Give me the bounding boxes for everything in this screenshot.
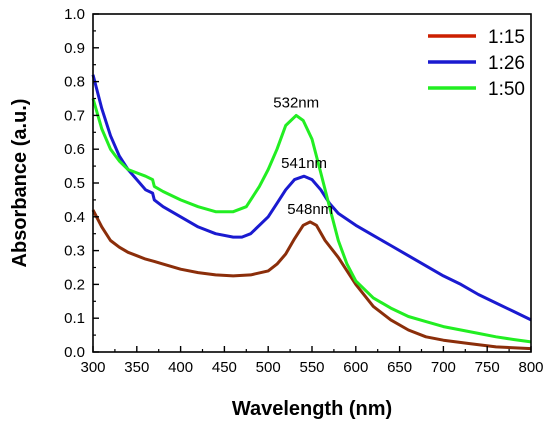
x-tick-label: 700 <box>431 359 456 376</box>
x-axis-title: Wavelength (nm) <box>232 398 392 420</box>
series-line-1-15 <box>91 209 532 351</box>
legend-label: 1:50 <box>488 79 525 100</box>
legend-label: 1:26 <box>488 53 525 74</box>
x-tick-label: 750 <box>475 359 500 376</box>
y-tick-label: 0.7 <box>64 107 85 124</box>
y-tick-label: 0.6 <box>64 141 85 158</box>
y-tick-label: 1.0 <box>64 6 85 23</box>
annotation-layer: 532nm 541nm 548nm <box>273 94 333 217</box>
series-line-1-50 <box>91 98 532 344</box>
x-tick-label: 600 <box>343 359 368 376</box>
plot-frame <box>92 13 532 353</box>
x-tick-label: 400 <box>168 359 193 376</box>
legend: 1:15 1:26 1:50 <box>428 27 525 100</box>
y-tick-label: 0.8 <box>64 74 85 91</box>
y-tick-label: 0.4 <box>64 209 85 226</box>
y-tick-label: 0.9 <box>64 40 85 57</box>
series-layer <box>91 74 532 351</box>
y-tick-label: 0.1 <box>64 310 85 327</box>
x-tick-label: 300 <box>80 359 105 376</box>
x-tick-label: 550 <box>299 359 324 376</box>
x-tick-label: 350 <box>124 359 149 376</box>
series-line-1-26 <box>91 74 532 322</box>
y-tick-label: 0.3 <box>64 243 85 260</box>
y-axis-title: Absorbance (a.u.) <box>9 99 31 268</box>
legend-label: 1:15 <box>488 27 525 48</box>
x-tick-label: 450 <box>212 359 237 376</box>
y-tick-label: 0.0 <box>64 344 85 361</box>
x-tick-label: 800 <box>518 359 543 376</box>
axes-layer: 300 350 400 450 500 550 600 650 700 750 800 0.0 0.1 0… <box>64 6 543 376</box>
y-tick-label: 0.5 <box>64 175 85 192</box>
x-tick-label: 650 <box>387 359 412 376</box>
x-tick-label: 500 <box>256 359 281 376</box>
peak-annotation: 541nm <box>281 155 327 172</box>
peak-annotation: 532nm <box>273 94 319 111</box>
y-tick-label: 0.2 <box>64 276 85 293</box>
peak-annotation: 548nm <box>287 201 333 218</box>
